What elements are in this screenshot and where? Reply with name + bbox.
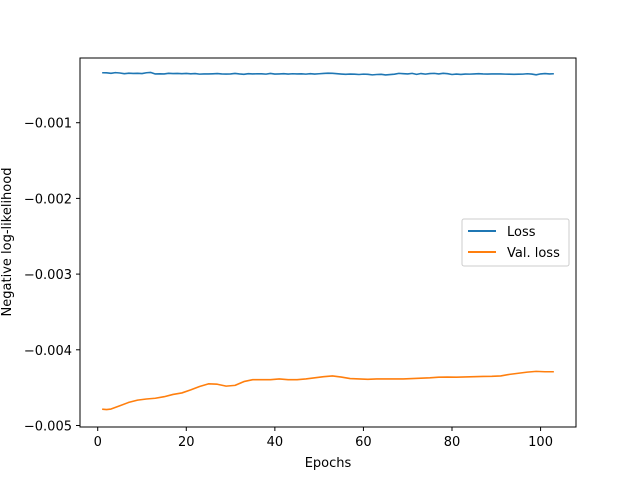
legend: Loss Val. loss: [461, 218, 570, 267]
x-axis-label: Epochs: [305, 456, 352, 471]
legend-label-loss: Loss: [507, 225, 536, 240]
y-tick-label: −0.001: [24, 117, 72, 132]
x-tick-label: 0: [94, 435, 102, 450]
y-tick-label: −0.005: [24, 419, 72, 434]
y-axis-label: Negative log-likelihood: [0, 168, 15, 317]
axes-frame: [79, 57, 577, 428]
legend-label-val-loss: Val. loss: [507, 246, 560, 261]
plot-area: 0 20 40 60 80 100 −0.005 −0.004 −0.003 −0.002 −0.0…: [24, 57, 577, 450]
y-tick-label: −0.004: [24, 344, 72, 359]
x-tick-label: 100: [528, 435, 553, 450]
y-tick-label: −0.003: [24, 268, 72, 283]
x-tick-label: 40: [267, 435, 284, 450]
series-line-val-loss: [102, 370, 554, 411]
y-tick-label: −0.002: [24, 192, 72, 207]
series-line-loss: [102, 71, 554, 76]
x-tick-label: 60: [355, 435, 372, 450]
x-tick-label: 80: [444, 435, 461, 450]
x-tick-label: 20: [178, 435, 195, 450]
